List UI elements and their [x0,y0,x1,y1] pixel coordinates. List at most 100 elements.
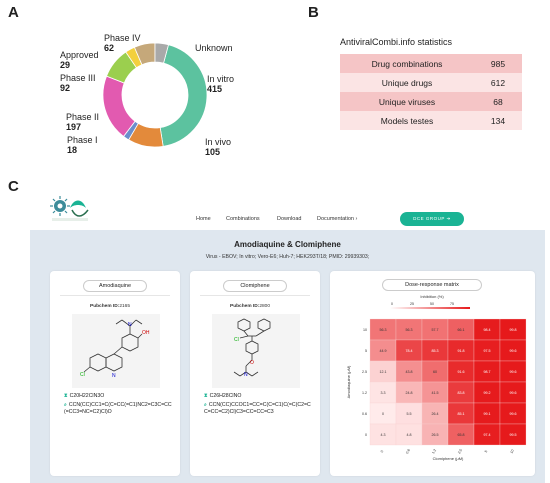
heatmap-cell-label: 99.6 [510,412,517,416]
heatmap-cell-label: 5.5 [407,412,412,416]
search-icon: ⌕ [204,402,207,408]
heatmap-cell-label: 12.1 [380,370,387,374]
site-header: Home Combinations Download Documentation… [30,190,545,230]
heatmap-cell-label: 4.8 [407,433,412,437]
molecule-structure-amodiaquine: OH Cl N N [72,314,160,388]
heatmap-cell-label: 41.5 [432,391,439,395]
molecule-image: OH Cl N N [80,319,150,379]
drug-card-clomiphene: Clomiphene Pubchem ID:2800 [190,271,320,476]
search-icon: ⌕ [64,402,67,408]
stats-value: 612 [474,73,522,92]
heatmap-cell-label: 91.8 [458,349,465,353]
y-axis-label: Amodiaquine (μM) [346,365,351,398]
svg-text:Cl: Cl [80,372,85,378]
drug-name-pill[interactable]: Clomiphene [223,280,287,292]
donut-label-in-vivo: In vivo 105 [205,137,232,157]
nav-combinations[interactable]: Combinations [226,216,260,222]
pubchem-id[interactable]: Pubchem ID:2800 [230,304,270,309]
heatmap-cell-label: 26.5 [432,433,439,437]
heatmap-cell-label: 97.4 [484,433,491,437]
panel-c: C Home Combinations Download Documentati… [0,176,550,483]
table-row: Drug combinations 985 [340,54,522,73]
heatmap-cell-label: 78.4 [406,349,413,353]
svg-text:N: N [128,322,132,328]
heatmap-cell-label: 3.3 [381,391,386,395]
heatmap-cell-label: 98.4 [484,328,491,332]
x-tick-label: 5 [484,450,488,454]
dose-response-card: Dose-response matrix Inhibition (%) 0 25 50… [330,271,535,476]
donut-chart [102,42,208,148]
x-tick-label: 10 [509,449,514,454]
svg-text:OH: OH [142,330,150,336]
heatmap-cell-label: 91.6 [458,370,465,374]
heatmap-cell-label: 0 [382,412,384,416]
legend-tick: 75 [450,302,454,306]
heatmap-cell-label: 57.7 [432,328,439,332]
heatmap-cell [499,423,527,446]
donut-label-unknown: Unknown [195,43,233,53]
stats-value: 985 [474,54,522,73]
svg-text:O: O [250,360,254,366]
heatmap-cell-label: 99.6 [510,391,517,395]
y-tick-label: 0 [365,433,367,437]
y-tick-label: 2.5 [362,370,367,374]
stats-table: Drug combinations 985 Unique drugs 612 Uni… [340,54,522,130]
dce-group-button[interactable]: DCE GROUP ➜ [400,212,464,226]
svg-text:N: N [244,372,248,378]
y-tick-label: 0.6 [362,412,367,416]
donut-label-phase-i: Phase I 18 [67,135,98,155]
donut-label-phase-iii: Phase III 92 [60,73,96,93]
panel-letter-c: C [8,178,19,195]
stats-value: 134 [474,111,522,130]
x-tick-label: 0.6 [405,448,411,454]
heatmap-cell-label: 97.5 [484,349,491,353]
combination-subtitle: Virus - EBOV; In vitro; Vero-E6; Huh-7; … [205,254,370,260]
molecular-formula: ⧗ C20H22ClN3O [64,393,105,399]
x-axis-label: Clomiphene (μM) [433,456,464,461]
heatmap-cell-label: 99.2 [484,391,491,395]
heatmap-cell-label: 24.8 [406,391,413,395]
panel-a: A Unknown In vitro 415 In vivo 105 Phase I… [0,0,270,175]
legend-title: Inhibition (%) [420,294,444,299]
drug-name-pill[interactable]: Amodiaquine [83,280,147,292]
molecular-formula: ⧗ C26H28ClNO [204,393,242,399]
pubchem-id[interactable]: Pubchem ID:2165 [90,304,130,309]
site-logo[interactable] [48,194,92,224]
panel-b: B AntiviralCombi.info statistics Drug co… [300,0,550,175]
smiles-string: ⌕ CCN(CC)CCOC1=CC=C(C=C1)C(=C(C2=CC=CC=C2… [204,402,311,415]
heatmap-cell-label: 99.5 [510,433,517,437]
dose-response-title[interactable]: Dose-response matrix [382,279,482,291]
x-tick-label: 0 [380,450,384,454]
molecule-structure-clomiphene: Cl O N [212,314,300,388]
table-row: Models testes 134 [340,111,522,130]
donut-slice-in-vitro [159,44,208,147]
donut-label-phase-iv: Phase IV 62 [104,33,141,53]
donut-label-approved: Approved 29 [60,50,99,70]
heatmap-cell-label: 85.3 [432,349,439,353]
drug-card-amodiaquine: Amodiaquine Pubchem ID:2165 [50,271,180,476]
y-tick-label: 1.2 [362,391,367,395]
heatmap-cell-label: 4.3 [381,433,386,437]
svg-text:N: N [112,373,116,379]
heatmap-cell-label: 99.6 [510,349,517,353]
heatmap-cell-label: 44.9 [380,349,387,353]
molecule-image: Cl O N [233,318,271,378]
stats-label: Models testes [340,111,474,130]
nav-download[interactable]: Download [277,216,302,222]
heatmap-cell-label: 98.7 [484,370,491,374]
heatmap-cell-label: 56.3 [406,328,413,332]
y-tick-label: 5 [365,349,367,353]
heatmap-cell-label: 85.1 [458,412,465,416]
stats-value: 68 [474,92,522,111]
legend-colorbar [390,307,470,309]
stats-label: Unique viruses [340,92,474,111]
nav-home[interactable]: Home [196,216,211,222]
legend-tick: 25 [410,302,414,306]
panel-letter-a: A [8,4,19,21]
svg-text:Cl: Cl [234,337,239,343]
heatmap-cell-label: 83.8 [458,391,465,395]
heatmap-cell-label: 99.8 [510,328,517,332]
nav-documentation[interactable]: Documentation › [317,216,358,222]
combination-page: Amodiaquine & Clomiphene Virus - EBOV; I… [30,230,545,483]
